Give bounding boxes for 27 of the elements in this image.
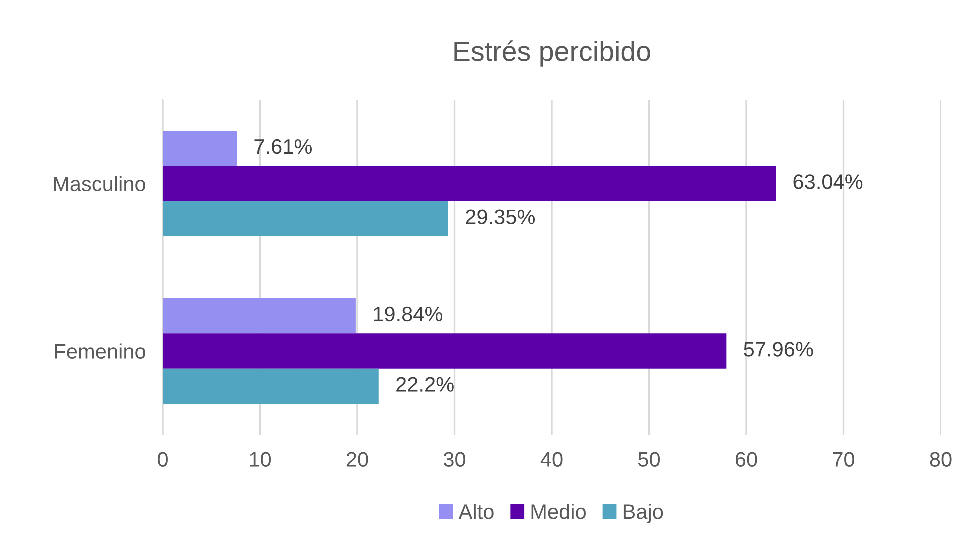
y-tick-label: Masculino <box>54 176 146 192</box>
x-tick-label: 70 <box>833 452 855 467</box>
data-label: 57.96% <box>744 342 814 357</box>
x-tick-label: 0 <box>158 452 168 467</box>
x-tick-label: 40 <box>540 452 563 467</box>
data-label: 7.61% <box>254 139 312 154</box>
x-tick-label: 20 <box>346 452 368 467</box>
legend-label: Bajo <box>624 504 664 524</box>
legend-label: Medio <box>532 504 586 520</box>
data-label: 63.04% <box>794 174 863 190</box>
bar <box>163 130 238 166</box>
x-tick-label: 60 <box>736 452 758 467</box>
x-tick-label: 30 <box>444 452 466 467</box>
x-tick-label: 80 <box>930 452 952 467</box>
data-label: 22.2% <box>396 377 454 392</box>
bar <box>163 166 776 202</box>
bar <box>163 368 379 404</box>
data-label: 19.84% <box>374 306 443 322</box>
chart-title: Estrés percibido <box>454 40 650 67</box>
x-tick-label: 50 <box>638 452 660 467</box>
bar <box>163 334 727 369</box>
bar <box>163 201 448 237</box>
data-label: 29.35% <box>466 210 536 225</box>
y-tick-label: Femenino <box>55 344 146 360</box>
bar <box>163 298 356 334</box>
x-tick-label: 10 <box>250 452 272 467</box>
legend-label: Alto <box>458 504 494 520</box>
